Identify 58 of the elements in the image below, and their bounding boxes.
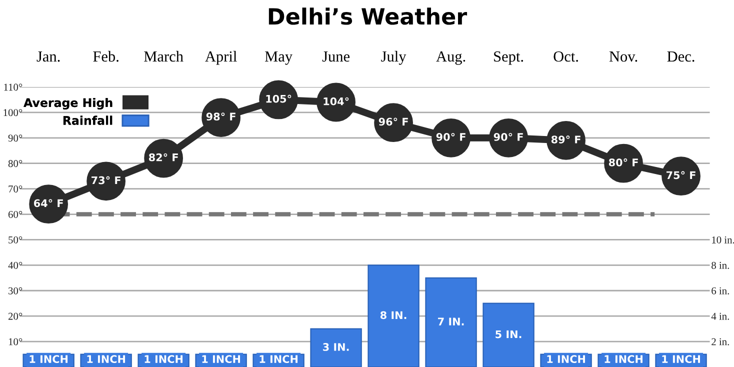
y-tick-label: 90° — [8, 134, 22, 142]
bar — [482, 302, 534, 367]
y-tick-label: 50° — [8, 236, 22, 244]
y2-tick-label: 10 in. — [712, 236, 734, 244]
y-tick-label: 100° — [4, 109, 22, 116]
x-tick-label: July — [381, 50, 406, 65]
data-label: 90° F — [494, 132, 523, 141]
data-label: 7 IN. — [438, 318, 464, 326]
chart-title: Delhi’s Weather — [268, 8, 468, 25]
y2-tick-label: 4 in. — [711, 312, 729, 320]
data-label: 1 INCH — [260, 355, 298, 364]
data-label: 64° F — [34, 199, 63, 208]
y-tick-label: 70° — [8, 185, 22, 193]
x-tick-label: May — [264, 51, 292, 65]
y2-tick-label: 6 in. — [712, 287, 729, 294]
data-label: 98° F — [206, 112, 236, 121]
data-label: 1 INCH — [30, 355, 68, 364]
x-tick-label: Oct. — [554, 51, 578, 62]
x-tick-label: Dec. — [667, 52, 694, 62]
x-tick-label: Nov. — [609, 52, 638, 62]
y-tick-label: 10° — [8, 338, 22, 346]
y-tick-label: 30° — [8, 287, 22, 294]
data-label: 89° F — [551, 136, 580, 144]
bar — [368, 264, 420, 367]
data-label: 104° — [324, 97, 349, 106]
x-tick-label: April — [205, 50, 237, 65]
x-tick-label: March — [144, 50, 184, 62]
x-tick-label: Aug. — [436, 51, 466, 65]
y2-tick-label: 8 in. — [712, 262, 729, 269]
data-label: 1 INCH — [87, 355, 126, 364]
bar — [425, 277, 477, 367]
data-label: 82° F — [148, 153, 178, 162]
x-tick-label: June — [322, 52, 350, 62]
data-label: 90° F — [436, 132, 466, 141]
data-label: 1 INCH — [144, 355, 183, 364]
data-label: 5 IN. — [496, 330, 522, 338]
data-label: 1 INCH — [662, 355, 700, 364]
data-label: 105° — [266, 94, 292, 103]
x-tick-label: Jan. — [36, 52, 60, 62]
data-label: 75° F — [666, 171, 696, 180]
data-label: 73° F — [92, 176, 120, 184]
y-tick-label: 80° — [8, 160, 22, 168]
data-label: 1 INCH — [604, 355, 642, 364]
legend-label: Average High — [24, 98, 112, 110]
data-label: 80° F — [608, 158, 638, 166]
y-tick-label: 60° — [8, 210, 22, 218]
data-label: 3 IN. — [323, 343, 349, 351]
y-tick-label: 20° — [8, 312, 22, 320]
y2-tick-label: 2 in. — [712, 338, 729, 346]
y-tick-label: 40° — [8, 262, 22, 269]
data-label: 1 INCH — [202, 355, 240, 364]
data-label: 8 IN. — [380, 311, 406, 320]
x-tick-label: Sept. — [494, 51, 524, 65]
legend-label: Rainfall — [63, 116, 112, 125]
x-tick-label: Feb. — [93, 50, 118, 62]
y-tick-label: 110° — [4, 84, 22, 91]
data-label: 96° F — [378, 118, 408, 126]
data-label: 1 INCH — [547, 355, 585, 364]
